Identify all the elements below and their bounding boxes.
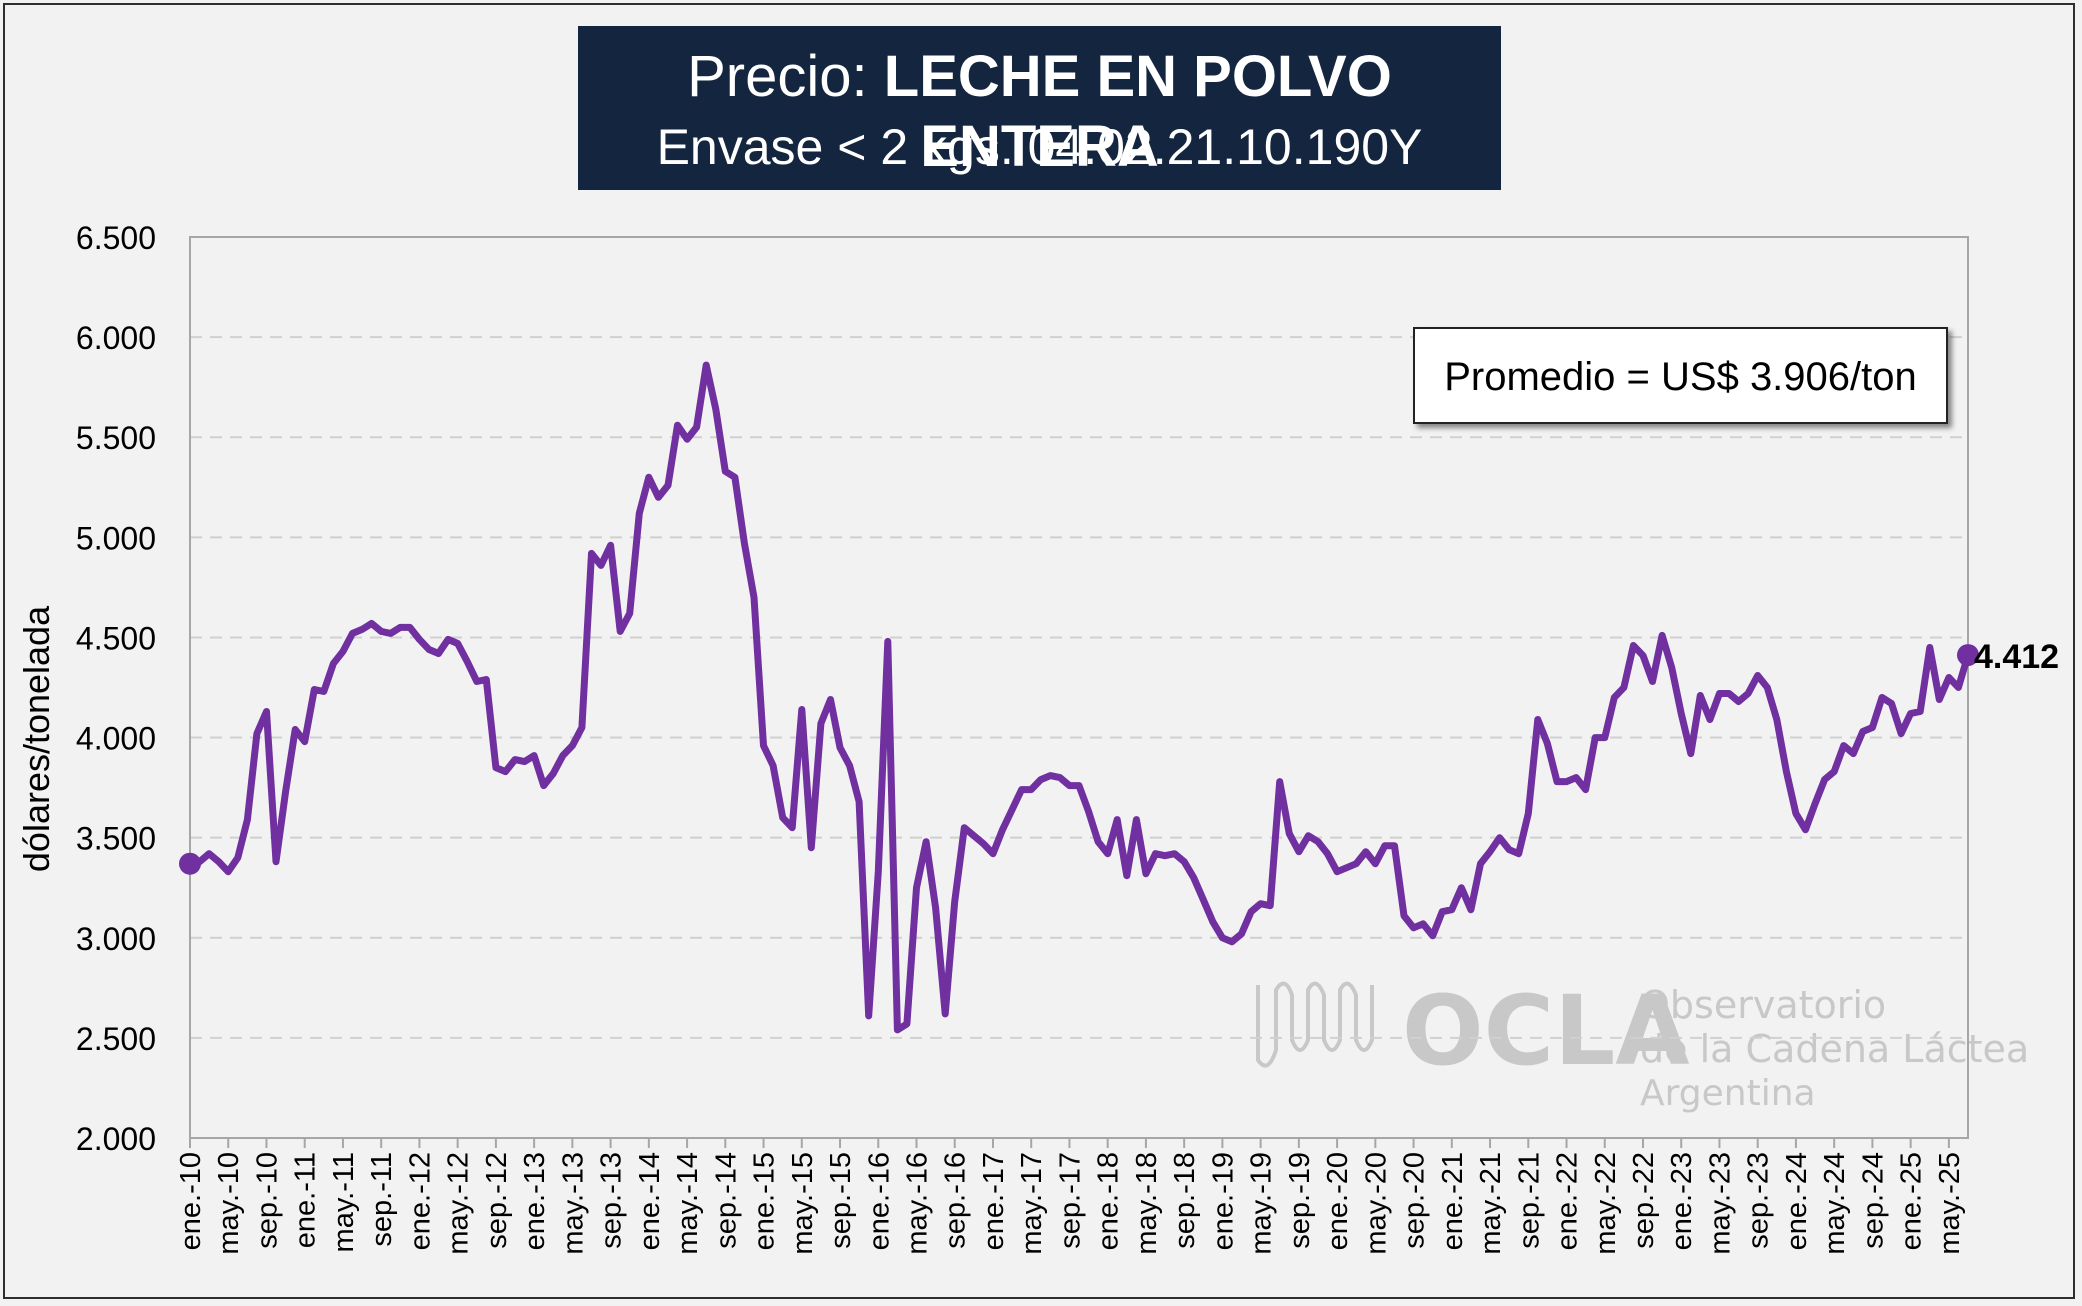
x-tick-label: ene.-11 (290, 1152, 322, 1248)
end-value-label: 4.412 (1974, 638, 2059, 676)
plot-area (189, 236, 1969, 1139)
average-annotation: Promedio = US$ 3.906/ton (1413, 327, 1948, 424)
milk-drops-icon (1256, 981, 1374, 1068)
watermark-logo: OCLA (1402, 975, 1690, 1087)
y-tick-label: 4.000 (76, 721, 156, 757)
x-tick-label: may.-25 (1934, 1152, 1966, 1255)
x-tick-label: may.-15 (787, 1152, 819, 1255)
x-tick-label: may.-23 (1704, 1152, 1736, 1255)
chart-frame (3, 3, 2075, 1299)
x-tick-label: sep.-13 (596, 1152, 628, 1249)
x-tick-label: may.-16 (901, 1152, 933, 1255)
watermark-line1: Observatorio (1640, 983, 1886, 1027)
x-tick-label: ene.-19 (1207, 1152, 1239, 1250)
x-tick-label: sep.-16 (940, 1152, 972, 1249)
price-series-line (186, 361, 1972, 1034)
y-tick-label: 3.500 (76, 821, 156, 857)
series-group: 4.412 (179, 361, 2059, 1034)
x-tick-label: sep.-17 (1054, 1152, 1086, 1249)
x-tick-label: ene.-12 (404, 1152, 436, 1250)
x-tick-label: may.-13 (557, 1152, 589, 1255)
x-tick-label: sep.-19 (1284, 1152, 1316, 1249)
y-tick-label: 6.500 (76, 220, 156, 256)
watermark-line2: de la Cadena Láctea (1640, 1027, 2029, 1071)
x-tick-label: may.-18 (1131, 1152, 1163, 1255)
y-axis-label: dólares/tonelada (16, 605, 57, 873)
chart-subtitle: Envase < 2 kgs. 04.02.21.10.190Y (656, 119, 1423, 175)
x-tick-label: sep.-14 (710, 1152, 742, 1249)
x-tick-label: ene.-15 (749, 1152, 781, 1250)
end-marker (1957, 644, 1979, 667)
watermark-line3: Argentina (1640, 1073, 1816, 1114)
x-tick-label: may.-10 (213, 1152, 245, 1255)
x-tick-label: sep.-11 (366, 1152, 398, 1247)
x-tick-label: sep.-12 (481, 1152, 513, 1249)
x-tick-label: may.-17 (1016, 1152, 1048, 1255)
x-tick-label: may.-12 (443, 1152, 475, 1255)
x-tick-label: sep.-18 (1169, 1152, 1201, 1249)
x-tick-label: sep.-23 (1743, 1152, 1775, 1249)
chart-title: Precio: LECHE EN POLVO ENTERA (578, 42, 1501, 182)
x-tick-label: sep.-20 (1399, 1152, 1431, 1249)
x-tick-label: ene.-25 (1896, 1152, 1928, 1250)
x-tick-label: ene.-22 (1552, 1152, 1584, 1250)
x-axis-ticks: ene.-10 may.-10 sep.-10 ene.-11 may.-11 sep.-… (175, 1138, 1966, 1255)
x-tick-label: ene.-14 (634, 1152, 666, 1250)
x-tick-label: ene.-23 (1666, 1152, 1698, 1250)
y-tick-label: 4.500 (76, 620, 156, 656)
x-tick-label: ene.-24 (1781, 1152, 1813, 1250)
gridlines (190, 336, 1968, 1039)
y-tick-label: 2.500 (76, 1021, 156, 1057)
y-tick-label: 3.000 (76, 921, 156, 957)
y-tick-label: 5.000 (76, 520, 156, 556)
x-tick-label: sep.-22 (1628, 1152, 1660, 1249)
x-tick-label: may.-11 (328, 1152, 360, 1252)
x-tick-label: may.-24 (1819, 1152, 1851, 1255)
x-tick-label: ene.-10 (175, 1152, 207, 1250)
y-axis-ticks: 2.000 2.500 3.000 3.500 4.000 4.500 5.000 5.500… (76, 220, 156, 1157)
x-tick-label: ene.-18 (1093, 1152, 1125, 1250)
x-tick-label: may.-20 (1360, 1152, 1392, 1255)
title-product: LECHE EN POLVO ENTERA (883, 44, 1392, 179)
x-tick-label: ene.-13 (519, 1152, 551, 1250)
start-marker (179, 852, 201, 875)
x-tick-label: may.-19 (1246, 1152, 1278, 1255)
y-tick-label: 5.500 (76, 420, 156, 456)
x-tick-label: sep.-10 (251, 1152, 283, 1249)
x-tick-label: sep.-21 (1513, 1152, 1545, 1249)
x-tick-label: ene.-16 (863, 1152, 895, 1250)
chart-title-box: Precio: LECHE EN POLVO ENTERA Envase < 2… (578, 26, 1501, 190)
x-tick-label: sep.-24 (1857, 1152, 1889, 1249)
x-tick-label: ene.-20 (1322, 1152, 1354, 1250)
x-tick-label: may.-21 (1475, 1152, 1507, 1255)
x-tick-label: may.-22 (1590, 1152, 1622, 1255)
y-tick-label: 6.000 (76, 320, 156, 356)
x-tick-label: sep.-15 (825, 1152, 857, 1249)
y-tick-label: 2.000 (76, 1121, 156, 1157)
x-tick-label: ene.-21 (1437, 1152, 1469, 1250)
x-tick-label: ene.-17 (978, 1152, 1010, 1250)
x-tick-label: may.-14 (672, 1152, 704, 1255)
title-prefix: Precio: (687, 44, 868, 109)
